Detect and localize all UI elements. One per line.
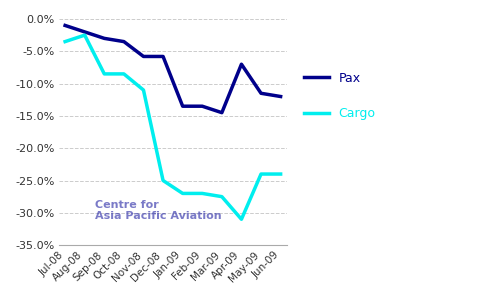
Cargo [121,72,127,76]
Line: Pax: Pax [65,25,280,113]
Pax [102,36,107,40]
Cargo [200,192,205,195]
Legend: Pax, Cargo: Pax, Cargo [298,65,382,126]
Pax [140,55,146,58]
Cargo [140,88,146,92]
Cargo [160,179,166,182]
Cargo [258,172,264,176]
Cargo [82,33,87,37]
Pax [62,24,68,27]
Pax [160,55,166,58]
Line: Cargo: Cargo [65,35,280,219]
Cargo [238,217,244,221]
Cargo [278,172,283,176]
Pax [258,91,264,95]
Cargo [102,72,107,76]
Pax [219,111,225,115]
Pax [200,104,205,108]
Pax [238,62,244,66]
Pax [82,30,87,34]
Pax [121,40,127,43]
Pax [180,104,186,108]
Pax [278,95,283,98]
Cargo [180,192,186,195]
Text: Centre for
Asia Pacific Aviation: Centre for Asia Pacific Aviation [94,200,221,222]
Cargo [62,40,68,43]
Cargo [219,195,225,199]
